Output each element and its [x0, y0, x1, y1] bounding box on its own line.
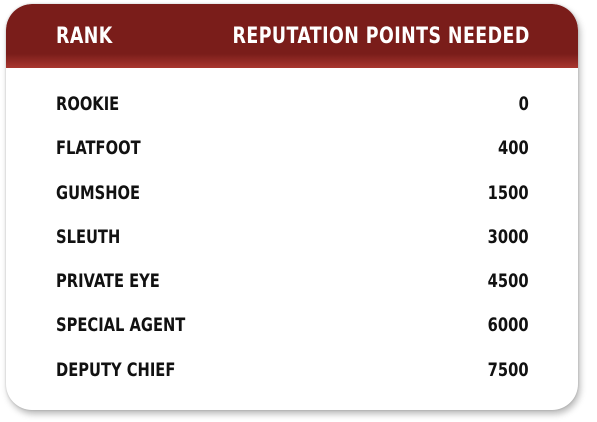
rank-name: SLEUTH [56, 225, 121, 248]
points-value: 7500 [488, 358, 529, 381]
rank-name: FLATFOOT [56, 137, 141, 160]
points-value: 4500 [488, 270, 529, 293]
rank-name: SPECIAL AGENT [56, 314, 186, 337]
table-row: SPECIAL AGENT 6000 [6, 313, 578, 357]
points-value: 0 [518, 93, 529, 115]
rank-name: PRIVATE EYE [56, 270, 160, 293]
points-column-header: REPUTATION POINTS NEEDED [232, 24, 530, 49]
rank-column-header: RANK [56, 24, 113, 49]
table-row: ROOKIE 0 [6, 92, 578, 136]
rank-name: ROOKIE [56, 93, 120, 115]
table-header: RANK REPUTATION POINTS NEEDED [6, 4, 578, 68]
points-value: 3000 [488, 225, 529, 248]
table-row: SLEUTH 3000 [6, 225, 578, 269]
points-value: 400 [498, 137, 529, 160]
table-body: ROOKIE 0 FLATFOOT 400 GUMSHOE 1500 SLEUT… [6, 92, 578, 402]
points-value: 6000 [488, 314, 529, 337]
rank-name: DEPUTY CHIEF [56, 358, 176, 381]
rank-table-card: RANK REPUTATION POINTS NEEDED ROOKIE 0 F… [6, 4, 578, 410]
table-row: DEPUTY CHIEF 7500 [6, 358, 578, 402]
table-row: FLATFOOT 400 [6, 136, 578, 180]
points-value: 1500 [488, 181, 529, 204]
table-row: PRIVATE EYE 4500 [6, 269, 578, 313]
table-row: GUMSHOE 1500 [6, 181, 578, 225]
rank-name: GUMSHOE [56, 181, 141, 204]
